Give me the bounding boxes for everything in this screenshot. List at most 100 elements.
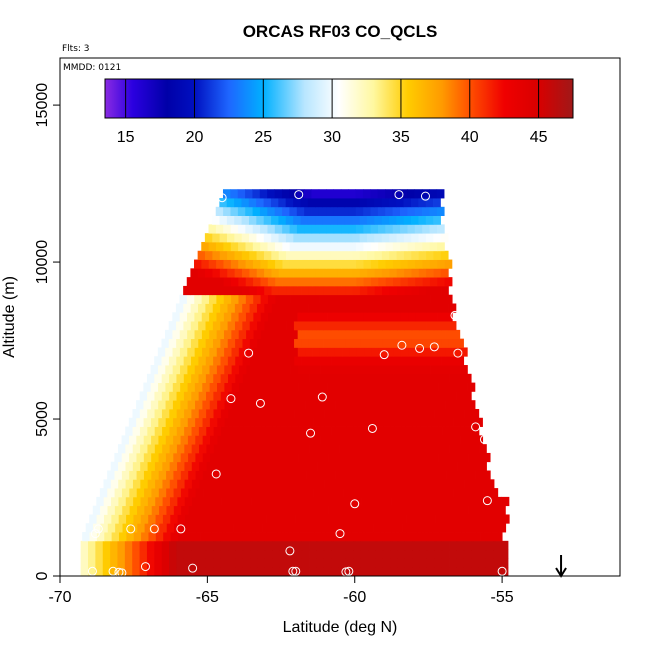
heatmap-cell — [176, 338, 184, 348]
heatmap-cell — [331, 549, 339, 559]
heatmap-cell — [154, 444, 163, 454]
heatmap-cell — [356, 259, 364, 269]
heatmap-cell — [165, 382, 174, 392]
heatmap-cell — [457, 532, 466, 542]
heatmap-cell — [239, 470, 248, 480]
heatmap-cell — [356, 329, 365, 340]
heatmap-cell — [311, 241, 320, 252]
heatmap-cell — [393, 347, 402, 357]
heatmap-cell — [340, 532, 348, 542]
heatmap-cell — [264, 285, 272, 296]
heatmap-cell — [184, 496, 193, 507]
heatmap-cell — [205, 540, 214, 551]
heatmap-cell — [438, 382, 446, 392]
heatmap-cell — [356, 294, 365, 304]
heatmap-cell — [262, 523, 271, 533]
heatmap-cell — [265, 461, 274, 471]
heatmap-cell — [236, 479, 244, 489]
heatmap-cell — [304, 277, 313, 287]
heatmap-cell — [393, 382, 402, 392]
heatmap-cell — [409, 452, 417, 463]
heatmap-cell — [276, 470, 285, 480]
heatmap-cell — [375, 426, 384, 436]
heatmap-cell — [289, 224, 298, 234]
heatmap-cell — [374, 215, 382, 225]
heatmap-cell — [315, 233, 324, 243]
heatmap-cell — [382, 549, 391, 559]
heatmap-cell — [213, 461, 222, 471]
heatmap-cell — [501, 514, 510, 524]
heatmap-cell — [294, 338, 302, 348]
heatmap-cell — [176, 426, 185, 436]
heatmap-cell — [419, 373, 428, 384]
heatmap-cell — [378, 241, 386, 252]
heatmap-cell — [334, 312, 343, 322]
heatmap-cell — [300, 250, 309, 260]
heatmap-cell — [375, 558, 384, 568]
heatmap-cell — [285, 215, 294, 225]
heatmap-cell — [162, 444, 170, 454]
heatmap-cell — [449, 567, 457, 577]
heatmap-cell — [210, 523, 219, 533]
heatmap-cell — [266, 532, 275, 542]
heatmap-cell — [180, 365, 188, 375]
heatmap-cell — [107, 470, 115, 480]
y-tick-label: 5000 — [34, 401, 51, 437]
heatmap-cell — [441, 540, 450, 551]
heatmap-cell — [427, 496, 436, 507]
heatmap-cell — [150, 417, 159, 427]
heatmap-cell — [297, 329, 306, 340]
heatmap-cell — [434, 540, 443, 551]
heatmap-cell — [279, 567, 288, 577]
heatmap-cell — [241, 233, 250, 243]
heatmap-cell — [464, 426, 472, 436]
heatmap-cell — [228, 567, 236, 577]
heatmap-cell — [295, 479, 303, 489]
heatmap-cell — [111, 514, 120, 524]
heatmap-cell — [301, 338, 310, 348]
heatmap-cell — [289, 189, 298, 199]
heatmap-cell — [277, 523, 286, 533]
heatmap-cell — [394, 505, 403, 515]
heatmap-cell — [256, 303, 265, 313]
heatmap-cell — [445, 365, 454, 375]
heatmap-cell — [184, 461, 193, 471]
heatmap-cell — [260, 329, 269, 340]
heatmap-cell — [209, 417, 218, 427]
heatmap-cell — [217, 488, 226, 498]
observation-point — [420, 191, 430, 201]
heatmap-cell — [254, 417, 262, 427]
heatmap-cell — [293, 215, 301, 225]
heatmap-cell — [272, 540, 280, 551]
heatmap-cell — [339, 444, 347, 454]
heatmap-cell — [154, 391, 163, 401]
heatmap-cell — [452, 365, 461, 375]
heatmap-cell — [347, 532, 356, 542]
heatmap-cell — [187, 417, 196, 427]
observation-point — [126, 524, 136, 534]
heatmap-cell — [382, 356, 391, 366]
heatmap-cell — [445, 400, 454, 410]
heatmap-cell — [301, 391, 310, 401]
heatmap-cell — [315, 198, 323, 208]
heatmap-cell — [302, 479, 311, 489]
heatmap-cell — [390, 549, 398, 559]
heatmap-cell — [235, 567, 244, 577]
heatmap-cell — [471, 549, 479, 559]
heatmap-cell — [467, 435, 476, 445]
heatmap-cell — [286, 373, 295, 384]
heatmap-cell — [332, 532, 341, 542]
heatmap-cell — [396, 285, 405, 296]
heatmap-cell — [291, 488, 300, 498]
heatmap-cell — [415, 294, 424, 304]
heatmap-cell — [124, 567, 133, 577]
heatmap-cell — [412, 408, 421, 419]
heatmap-cell — [348, 206, 357, 216]
heatmap-cell — [360, 558, 369, 568]
heatmap-cell — [228, 479, 237, 489]
heatmap-cell — [224, 382, 233, 392]
heatmap-cell — [216, 259, 224, 269]
heatmap-cell — [303, 532, 311, 542]
heatmap-cell — [433, 303, 442, 313]
heatmap-cell — [424, 505, 433, 515]
